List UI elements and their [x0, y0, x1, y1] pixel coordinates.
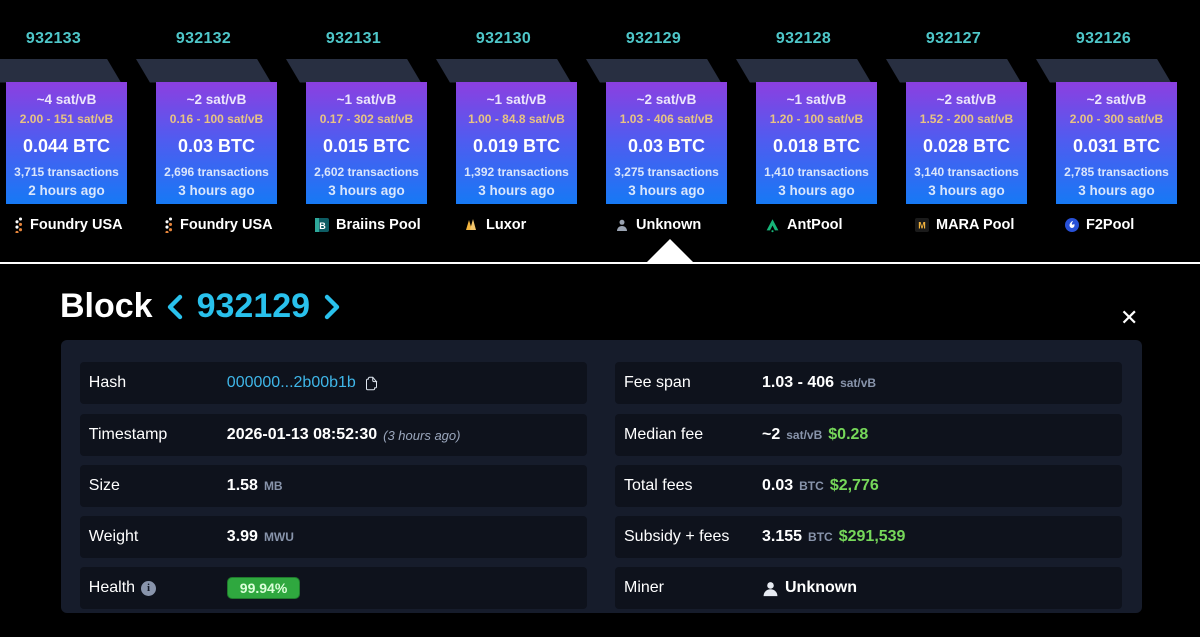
- svg-text:B: B: [319, 221, 326, 231]
- svg-text:M: M: [918, 221, 926, 231]
